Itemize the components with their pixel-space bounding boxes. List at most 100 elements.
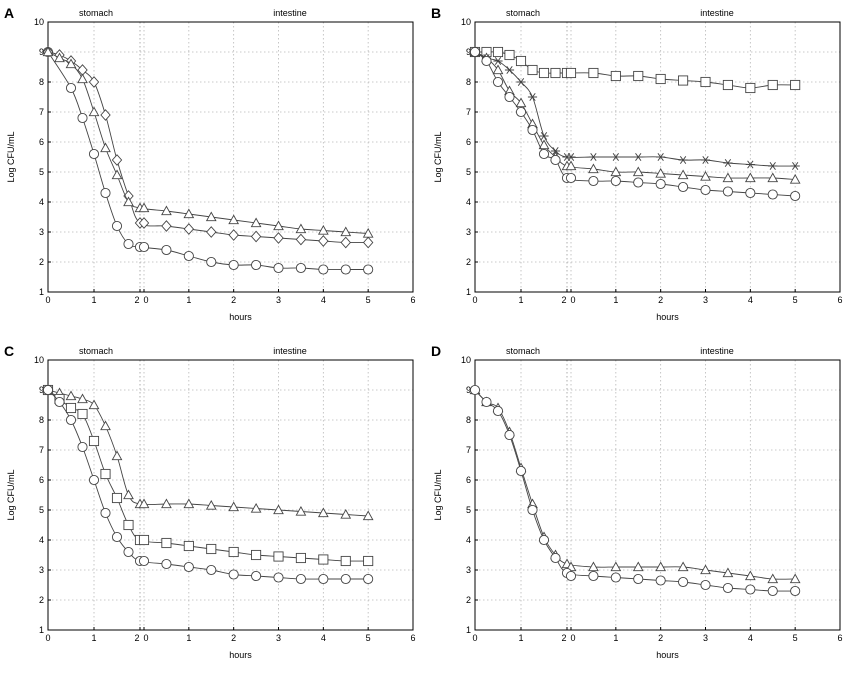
y-tick-label: 1 [466, 625, 471, 635]
data-point-triangle [205, 499, 217, 510]
data-point-circle [295, 262, 306, 274]
data-point-diamond [228, 229, 239, 241]
intestine-tick-label: 2 [658, 633, 663, 643]
data-point-circle [515, 106, 527, 118]
x-axis-label: hours [656, 650, 679, 660]
stomach-label: stomach [79, 8, 113, 18]
data-point-triangle [273, 220, 284, 231]
intestine-tick-label: 0 [143, 295, 148, 305]
data-point-diamond [273, 232, 284, 244]
data-point-diamond [183, 223, 195, 235]
data-point-triangle [138, 202, 150, 213]
data-point-circle [565, 172, 577, 184]
data-point-circle [790, 585, 801, 597]
data-point-square [492, 46, 504, 58]
data-point-square [111, 492, 123, 504]
panel-label: C [4, 343, 14, 359]
data-point-circle [123, 546, 134, 558]
stomach-tick-label: 2 [561, 295, 566, 305]
data-point-circle [138, 555, 150, 567]
stomach-tick-label: 2 [134, 633, 139, 643]
intestine-tick-label: 6 [837, 633, 842, 643]
data-point-triangle [677, 169, 689, 180]
y-tick-label: 8 [39, 77, 44, 87]
data-point-square [633, 70, 644, 82]
data-point-circle [54, 396, 65, 408]
data-point-triangle [362, 227, 374, 238]
stomach-tick-label: 1 [518, 295, 523, 305]
y-axis-label: Log CFU/mL [433, 131, 443, 182]
intestine-tick-label: 1 [613, 633, 618, 643]
intestine-tick-label: 3 [276, 633, 281, 643]
data-point-diamond [295, 233, 307, 246]
data-point-triangle [77, 73, 88, 84]
data-point-triangle [588, 561, 599, 572]
grid [48, 22, 413, 292]
data-point-square [610, 70, 621, 82]
data-point-triangle [744, 172, 756, 183]
data-point-square [745, 82, 756, 94]
stomach-tick-label: 1 [91, 295, 96, 305]
data-point-diamond [111, 154, 123, 166]
data-point-diamond [206, 226, 217, 238]
y-tick-label: 5 [39, 167, 44, 177]
stomach-label: stomach [79, 346, 113, 356]
data-point-circle [469, 46, 481, 58]
data-point-triangle [744, 570, 756, 581]
data-point-circle [123, 238, 134, 250]
y-tick-label: 7 [466, 107, 471, 117]
intestine-tick-label: 1 [613, 295, 618, 305]
stomach-label: stomach [506, 8, 540, 18]
data-point-triangle [340, 508, 352, 519]
data-point-circle [363, 264, 374, 275]
data-point-triangle [492, 64, 504, 75]
data-point-star [611, 153, 621, 161]
data-point-circle [678, 576, 689, 588]
data-point-circle [340, 573, 351, 585]
data-point-square [565, 67, 577, 79]
data-point-triangle [610, 561, 622, 572]
y-tick-label: 4 [466, 535, 471, 545]
data-point-triangle [88, 106, 100, 117]
data-point-circle [295, 573, 306, 585]
y-tick-label: 2 [39, 257, 44, 267]
y-tick-label: 7 [39, 107, 44, 117]
data-point-circle [745, 584, 756, 595]
data-point-square [515, 55, 527, 67]
intestine-tick-label: 3 [276, 295, 281, 305]
intestine-tick-label: 3 [703, 633, 708, 643]
data-point-circle [588, 570, 599, 582]
data-point-triangle [100, 420, 111, 431]
data-point-triangle [111, 169, 123, 180]
data-point-circle [469, 384, 481, 396]
stomach-tick-label: 2 [561, 633, 566, 643]
data-point-triangle [123, 489, 134, 500]
data-point-triangle [65, 58, 77, 69]
data-point-triangle [123, 196, 134, 207]
data-point-star [790, 162, 800, 170]
data-point-circle [722, 186, 733, 197]
data-point-circle [527, 124, 538, 136]
data-point-circle [77, 112, 88, 124]
data-point-circle [251, 259, 262, 271]
y-tick-label: 10 [461, 355, 471, 365]
data-point-square [88, 435, 100, 447]
data-point-triangle [789, 173, 801, 184]
data-point-triangle [362, 510, 374, 521]
data-point-circle [550, 552, 561, 564]
data-point-triangle [317, 507, 329, 518]
data-point-square [295, 552, 306, 564]
intestine-tick-label: 6 [410, 633, 415, 643]
data-point-square [206, 543, 217, 555]
data-point-circle [745, 187, 756, 199]
data-point-square [228, 546, 239, 558]
y-tick-label: 10 [461, 17, 471, 27]
data-point-circle [161, 244, 172, 256]
data-point-star [588, 153, 599, 161]
